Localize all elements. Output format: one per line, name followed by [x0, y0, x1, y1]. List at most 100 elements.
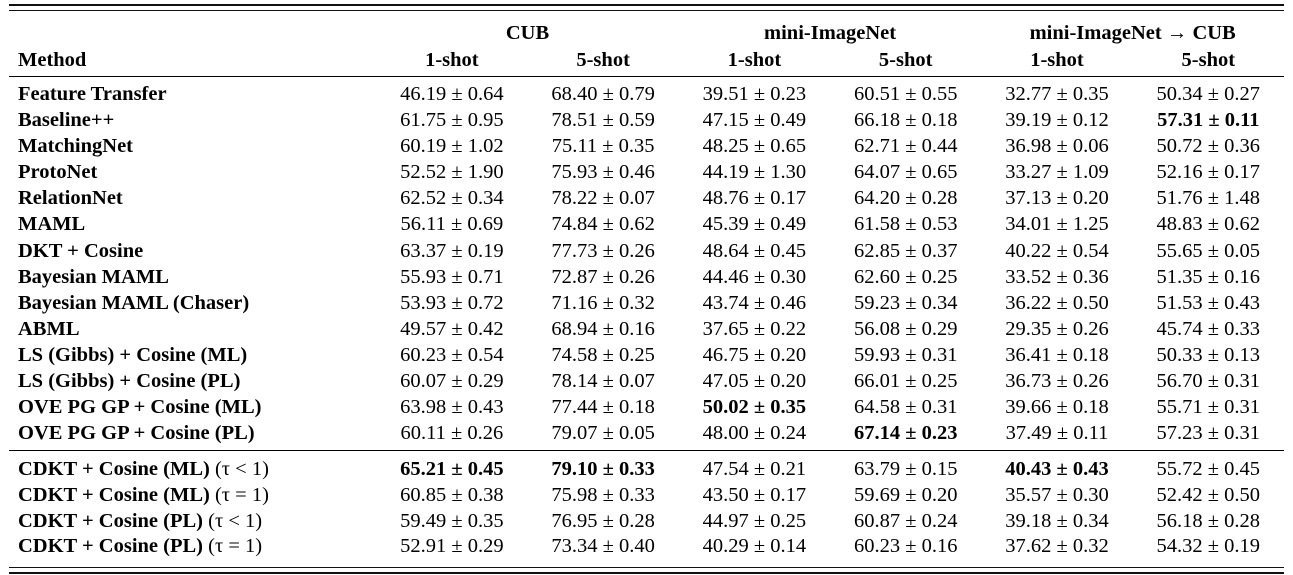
accuracy-value-cell: 47.54 ± 0.21: [702, 458, 807, 481]
table-row: ProtoNet 52.52 ± 1.90 75.93 ± 0.46 44.19 ± …: [9, 159, 1284, 185]
accuracy-value-cell: 43.50 ± 0.17: [702, 483, 807, 506]
accuracy-value-cell: 29.35 ± 0.26: [1005, 317, 1109, 340]
accuracy-value-cell: 60.19 ± 1.02: [400, 135, 504, 158]
method-column-header: Method: [18, 49, 87, 71]
accuracy-value-cell: 75.98 ± 0.33: [551, 483, 655, 506]
accuracy-value-cell: 36.73 ± 0.26: [1005, 370, 1109, 393]
cub-5shot-header: 5-shot: [576, 49, 630, 71]
accuracy-value-cell: 52.16 ± 0.17: [1156, 161, 1261, 184]
accuracy-value-cell: 44.19 ± 1.30: [702, 161, 807, 184]
accuracy-value-cell: 59.23 ± 0.34: [853, 291, 958, 314]
accuracy-value-cell: 36.22 ± 0.50: [1005, 291, 1109, 314]
accuracy-value-cell: 63.79 ± 0.15: [853, 458, 958, 481]
accuracy-value-cell: 59.49 ± 0.35: [400, 509, 504, 532]
accuracy-value-cell: 48.83 ± 0.62: [1156, 213, 1261, 236]
table-row: Bayesian MAML 55.93 ± 0.71 72.87 ± 0.26 44.…: [9, 264, 1284, 290]
accuracy-value-cell: 64.07 ± 0.65: [853, 161, 958, 184]
accuracy-value-cell: 52.52 ± 1.90: [400, 161, 504, 184]
accuracy-value-cell: 68.94 ± 0.16: [551, 317, 655, 340]
accuracy-value-cell: 60.85 ± 0.38: [400, 483, 504, 506]
accuracy-value-cell: 48.64 ± 0.45: [702, 239, 807, 262]
accuracy-value-cell: 60.51 ± 0.55: [853, 83, 958, 105]
accuracy-value-cell: 62.60 ± 0.25: [853, 265, 958, 288]
accuracy-value-cell: 64.58 ± 0.31: [853, 396, 958, 419]
top-double-rule: [9, 4, 1284, 11]
table-row: ABML 49.57 ± 0.42 68.94 ± 0.16 37.65 ± 0.22…: [9, 316, 1284, 342]
accuracy-value-cell: 48.00 ± 0.24: [702, 422, 807, 445]
accuracy-value-cell: 55.72 ± 0.45: [1156, 458, 1261, 481]
method-tau-condition: (τ < 1): [203, 509, 263, 532]
method-name: ProtoNet: [18, 161, 98, 184]
accuracy-value-cell: 63.37 ± 0.19: [400, 239, 504, 262]
method-name: CDKT + Cosine (PL) (τ = 1): [18, 535, 263, 558]
accuracy-value-cell: 54.32 ± 0.19: [1156, 535, 1261, 558]
accuracy-value-cell: 72.87 ± 0.26: [551, 265, 655, 288]
accuracy-value-cell: 50.34 ± 0.27: [1156, 83, 1261, 105]
accuracy-value-cell: 37.49 ± 0.11: [1005, 422, 1109, 445]
accuracy-value-cell: 60.07 ± 0.29: [400, 370, 504, 393]
accuracy-value-cell: 52.42 ± 0.50: [1156, 483, 1261, 506]
accuracy-value-cell: 37.13 ± 0.20: [1005, 187, 1109, 210]
method-name: MAML: [18, 213, 86, 236]
method-name: Baseline++: [18, 109, 115, 132]
table-row: DKT + Cosine 63.37 ± 0.19 77.73 ± 0.26 48.6…: [9, 238, 1284, 264]
accuracy-value-cell: 55.93 ± 0.71: [400, 265, 504, 288]
table-row: MatchingNet 60.19 ± 1.02 75.11 ± 0.35 48.25…: [9, 133, 1284, 159]
method-tau-condition: (τ = 1): [203, 535, 263, 558]
accuracy-value-cell: 44.46 ± 0.30: [702, 265, 807, 288]
accuracy-value-cell: 33.52 ± 0.36: [1005, 265, 1109, 288]
table-row: CDKT + Cosine (ML) (τ = 1) 60.85 ± 0.38 75…: [9, 483, 1284, 509]
accuracy-value-cell: 46.19 ± 0.64: [400, 83, 504, 105]
accuracy-value-cell: 39.19 ± 0.12: [1005, 109, 1109, 132]
accuracy-value-cell: 66.01 ± 0.25: [853, 370, 958, 393]
accuracy-value-cell: 67.14 ± 0.23: [853, 422, 958, 445]
table-row: CDKT + Cosine (PL) (τ < 1) 59.49 ± 0.35 76…: [9, 509, 1284, 535]
accuracy-value-cell: 49.57 ± 0.42: [400, 317, 504, 340]
dataset-group-header-row: CUB mini-ImageNet mini-ImageNet → CUB: [9, 11, 1284, 47]
column-group-mini-imagenet: mini-ImageNet: [764, 22, 897, 44]
table-row: RelationNet 62.52 ± 0.34 78.22 ± 0.07 48.76…: [9, 185, 1284, 211]
accuracy-value-cell: 78.22 ± 0.07: [551, 187, 655, 210]
table-header: CUB mini-ImageNet mini-ImageNet → CUB Me…: [9, 11, 1284, 77]
accuracy-value-cell: 79.07 ± 0.05: [551, 422, 655, 445]
accuracy-value-cell: 56.18 ± 0.28: [1156, 509, 1261, 532]
accuracy-value-cell: 56.70 ± 0.31: [1156, 370, 1261, 393]
table-row: Baseline++ 61.75 ± 0.95 78.51 ± 0.59 47.15 …: [9, 107, 1284, 133]
mini-to-cub-5shot-header: 5-shot: [1181, 49, 1236, 71]
accuracy-value-cell: 35.57 ± 0.30: [1005, 483, 1109, 506]
accuracy-value-cell: 55.71 ± 0.31: [1156, 396, 1261, 419]
accuracy-value-cell: 62.71 ± 0.44: [853, 135, 958, 158]
accuracy-value-cell: 37.65 ± 0.22: [702, 317, 807, 340]
table-row: LS (Gibbs) + Cosine (PL) 60.07 ± 0.29 78.1…: [9, 368, 1284, 394]
method-name: LS (Gibbs) + Cosine (ML): [18, 343, 248, 366]
header-spacer: [9, 11, 376, 47]
method-name: Feature Transfer: [18, 83, 167, 105]
accuracy-value-cell: 65.21 ± 0.45: [400, 458, 504, 481]
table-row: OVE PG GP + Cosine (PL) 60.11 ± 0.26 79.07…: [9, 420, 1284, 451]
accuracy-value-cell: 51.35 ± 0.16: [1156, 265, 1261, 288]
mini-to-cub-1shot-header: 1-shot: [1030, 49, 1084, 71]
accuracy-value-cell: 73.34 ± 0.40: [551, 535, 655, 558]
bottom-double-rule: [9, 566, 1284, 574]
accuracy-value-cell: 79.10 ± 0.33: [551, 458, 655, 481]
accuracy-value-cell: 44.97 ± 0.25: [702, 509, 807, 532]
accuracy-value-cell: 56.08 ± 0.29: [853, 317, 958, 340]
method-name: DKT + Cosine: [18, 239, 144, 262]
accuracy-value-cell: 74.84 ± 0.62: [551, 213, 655, 236]
accuracy-value-cell: 36.41 ± 0.18: [1005, 343, 1109, 366]
mini-1shot-header: 1-shot: [727, 49, 782, 71]
accuracy-value-cell: 45.39 ± 0.49: [702, 213, 807, 236]
column-group-cub: CUB: [505, 22, 550, 44]
accuracy-value-cell: 33.27 ± 1.09: [1005, 161, 1109, 184]
accuracy-value-cell: 34.01 ± 1.25: [1005, 213, 1109, 236]
accuracy-value-cell: 48.76 ± 0.17: [702, 187, 807, 210]
cdkt-methods-group: CDKT + Cosine (ML) (τ < 1) 65.21 ± 0.45 79…: [9, 450, 1284, 563]
method-name: LS (Gibbs) + Cosine (PL): [18, 370, 241, 393]
accuracy-value-cell: 37.62 ± 0.32: [1005, 535, 1109, 558]
accuracy-value-cell: 52.91 ± 0.29: [400, 535, 504, 558]
method-name: CDKT + Cosine (ML) (τ = 1): [18, 483, 269, 506]
accuracy-value-cell: 61.75 ± 0.95: [400, 109, 504, 132]
accuracy-value-cell: 75.93 ± 0.46: [551, 161, 655, 184]
accuracy-value-cell: 77.73 ± 0.26: [551, 239, 655, 262]
